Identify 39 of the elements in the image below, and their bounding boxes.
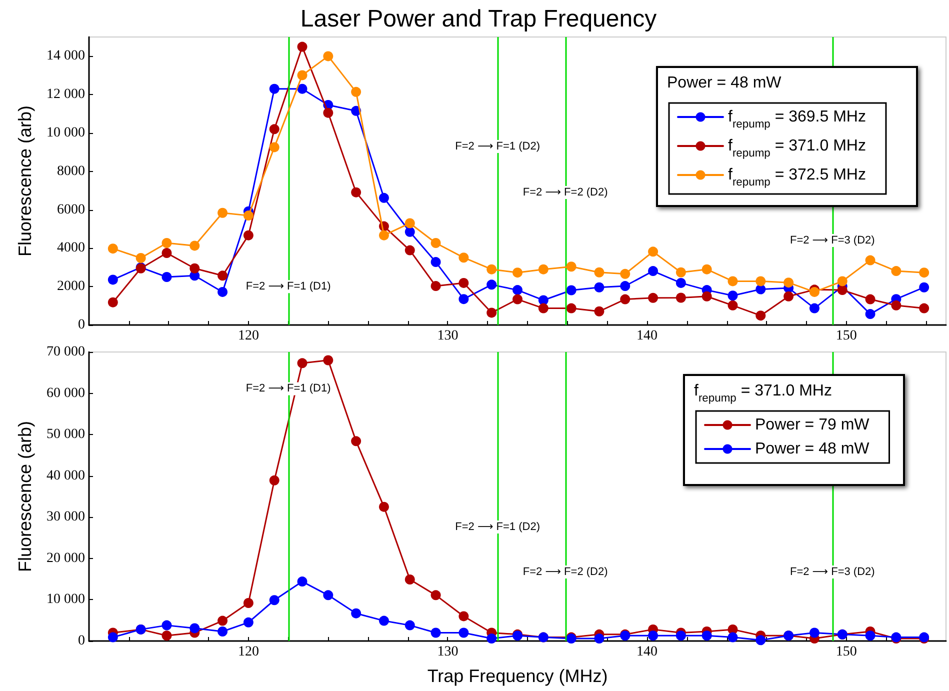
legend-label: Power = 79 mW [755, 416, 870, 434]
annotation: F=2 ⟶ F=3 (D2) [790, 566, 875, 578]
y-tick-label: 4000 [57, 240, 85, 256]
x-tick-label: 140 [636, 328, 658, 344]
legend-label: Power = 48 mW [755, 440, 870, 458]
y-tick-label: 50 000 [46, 427, 85, 442]
annotation: F=2 ⟶ F=2 (D2) [522, 566, 608, 578]
y-tick-label: 0 [78, 634, 85, 648]
x-tick-label: 150 [836, 644, 857, 660]
y-tick-label: 8000 [57, 164, 85, 179]
y-axis-title: Fluorescence (arb) [15, 420, 35, 572]
annotation: F=2 ⟶ F=1 (D2) [455, 521, 540, 534]
y-tick-label: 6000 [57, 202, 85, 218]
x-tick-label: 140 [636, 644, 658, 660]
x-tick-label: 120 [238, 328, 259, 344]
annotation: F=2 ⟶ F=1 (D1) [246, 280, 331, 293]
x-tick-label: 130 [437, 328, 458, 344]
annotation: F=2 ⟶ F=1 (D2) [455, 140, 540, 152]
y-tick-label: 40 000 [46, 468, 85, 484]
y-tick-label: 30 000 [46, 510, 85, 525]
annotation: F=2 ⟶ F=1 (D1) [246, 382, 331, 395]
y-tick-label: 0 [78, 318, 85, 332]
y-tick-label: 70 000 [46, 344, 85, 360]
y-tick-label: 20 000 [46, 550, 85, 566]
legend-title: Power = 48 mW [667, 74, 782, 92]
y-tick-label: 2000 [57, 279, 85, 294]
x-tick-label: 130 [437, 644, 458, 660]
x-axis-title: Trap Frequency (MHz) [427, 666, 608, 686]
y-tick-label: 10 000 [46, 592, 85, 608]
y-axis-title: Fluorescence (arb) [15, 105, 35, 257]
annotation: F=2 ⟶ F=3 (D2) [790, 234, 875, 247]
y-tick-label: 12 000 [46, 87, 85, 102]
x-tick-label: 150 [836, 328, 857, 344]
chart-title: Laser Power and Trap Frequency [300, 6, 657, 32]
y-tick-label: 14 000 [46, 48, 85, 64]
y-tick-label: 10 000 [46, 126, 85, 140]
x-tick-label: 120 [238, 644, 259, 660]
y-tick-label: 60 000 [46, 386, 85, 401]
annotation: F=2 ⟶ F=2 (D2) [522, 186, 608, 199]
